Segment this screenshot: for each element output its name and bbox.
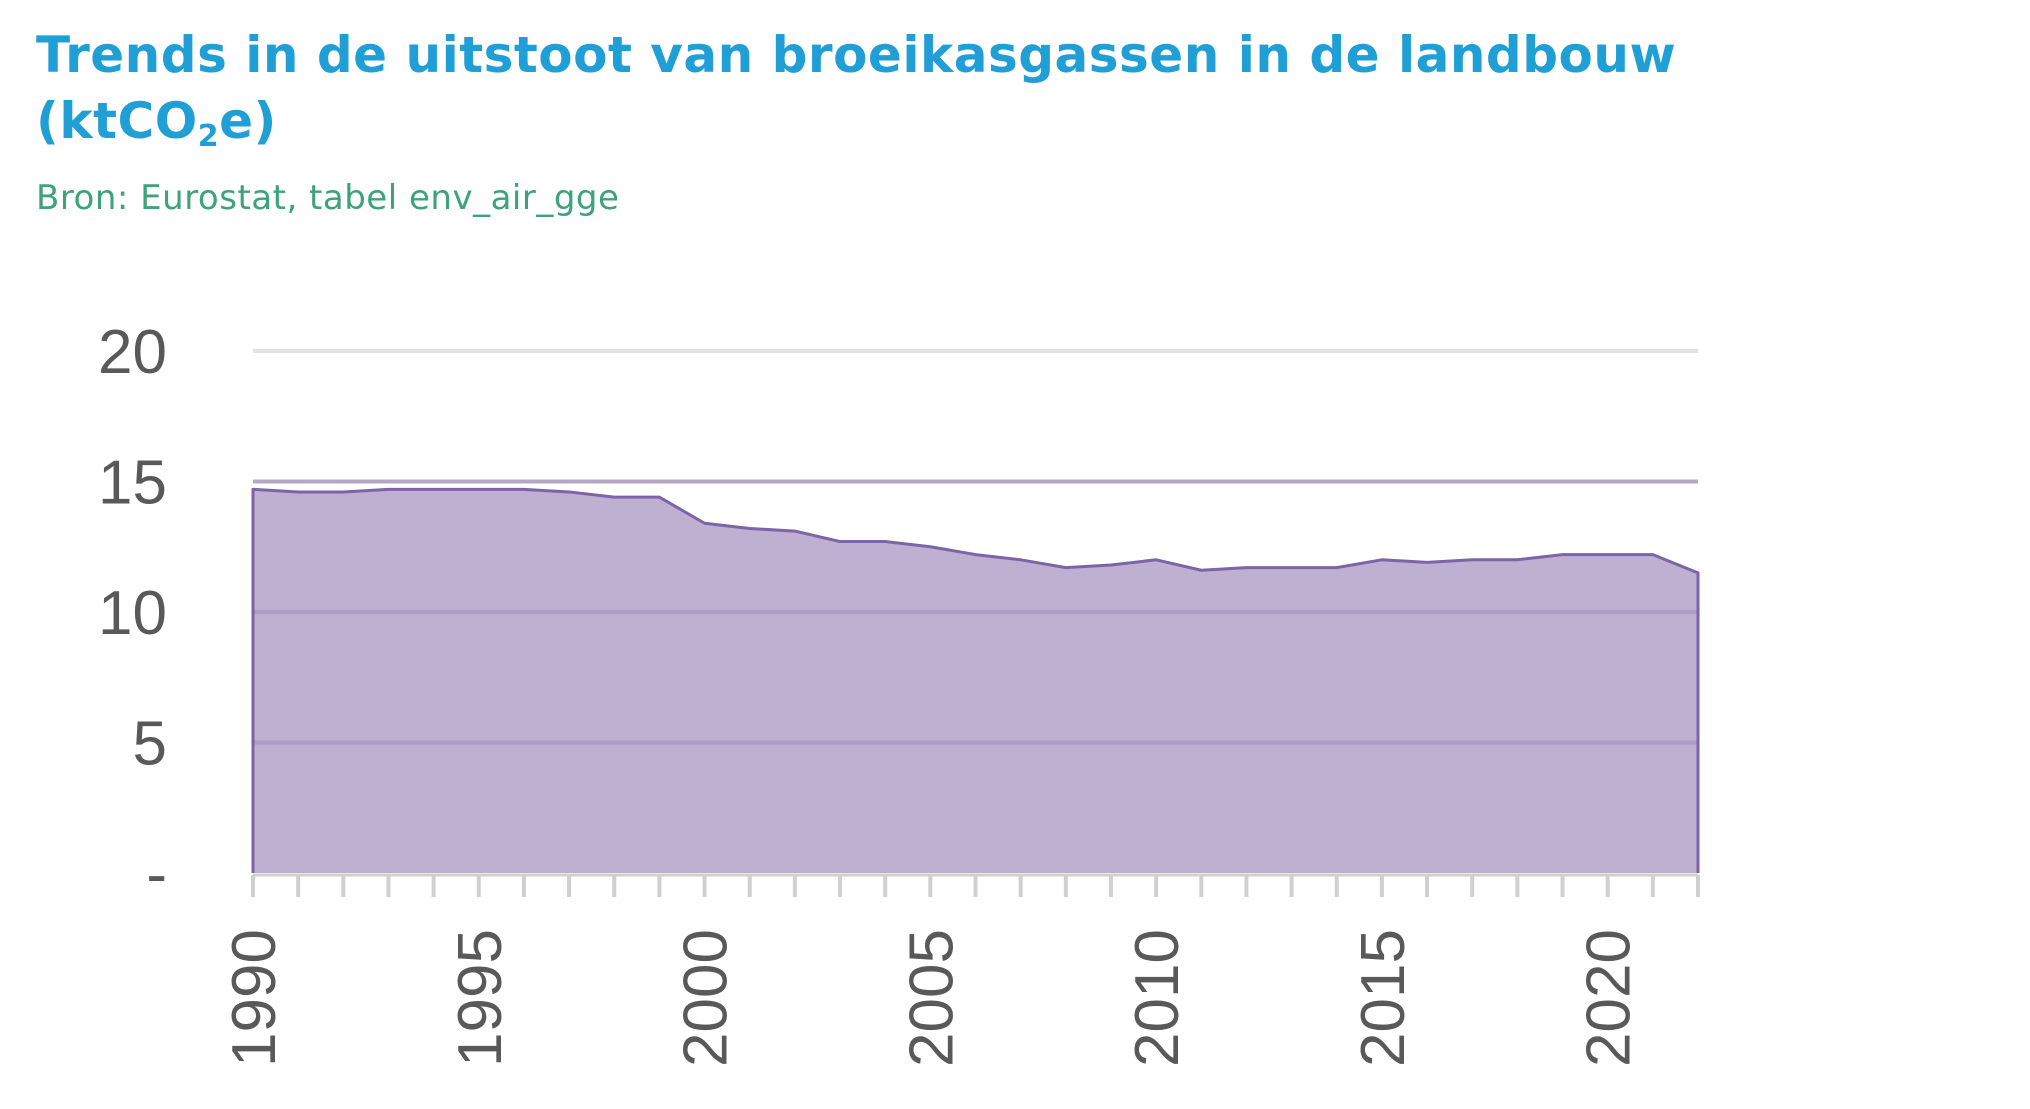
x-tick-label-1990: 1990 bbox=[220, 929, 289, 1067]
y-tick-label-5: 5 bbox=[133, 710, 167, 779]
chart-title: Trends in de uitstoot van broeikasgassen… bbox=[36, 22, 1786, 154]
chart-title-unit: (ktCO2e) bbox=[36, 92, 277, 154]
y-tick-label-10: 10 bbox=[98, 579, 167, 648]
y-tick-label--: - bbox=[146, 840, 167, 909]
x-tick-label-1995: 1995 bbox=[446, 929, 515, 1067]
x-tick-label-2000: 2000 bbox=[672, 929, 741, 1067]
area-outline bbox=[251, 487, 1700, 873]
x-tick-label-2005: 2005 bbox=[897, 929, 966, 1067]
area-fill bbox=[253, 489, 1698, 873]
y-tick-label-20: 20 bbox=[98, 318, 167, 387]
y-tick-label-15: 15 bbox=[98, 449, 167, 518]
x-tick-label-2020: 2020 bbox=[1575, 929, 1644, 1067]
x-tick-label-2015: 2015 bbox=[1349, 929, 1418, 1067]
chart-title-line1: Trends in de uitstoot van broeikasgassen… bbox=[36, 26, 1677, 84]
chart-source: Bron: Eurostat, tabel env_air_gge bbox=[36, 178, 620, 218]
x-tick-label-2010: 2010 bbox=[1123, 929, 1192, 1067]
